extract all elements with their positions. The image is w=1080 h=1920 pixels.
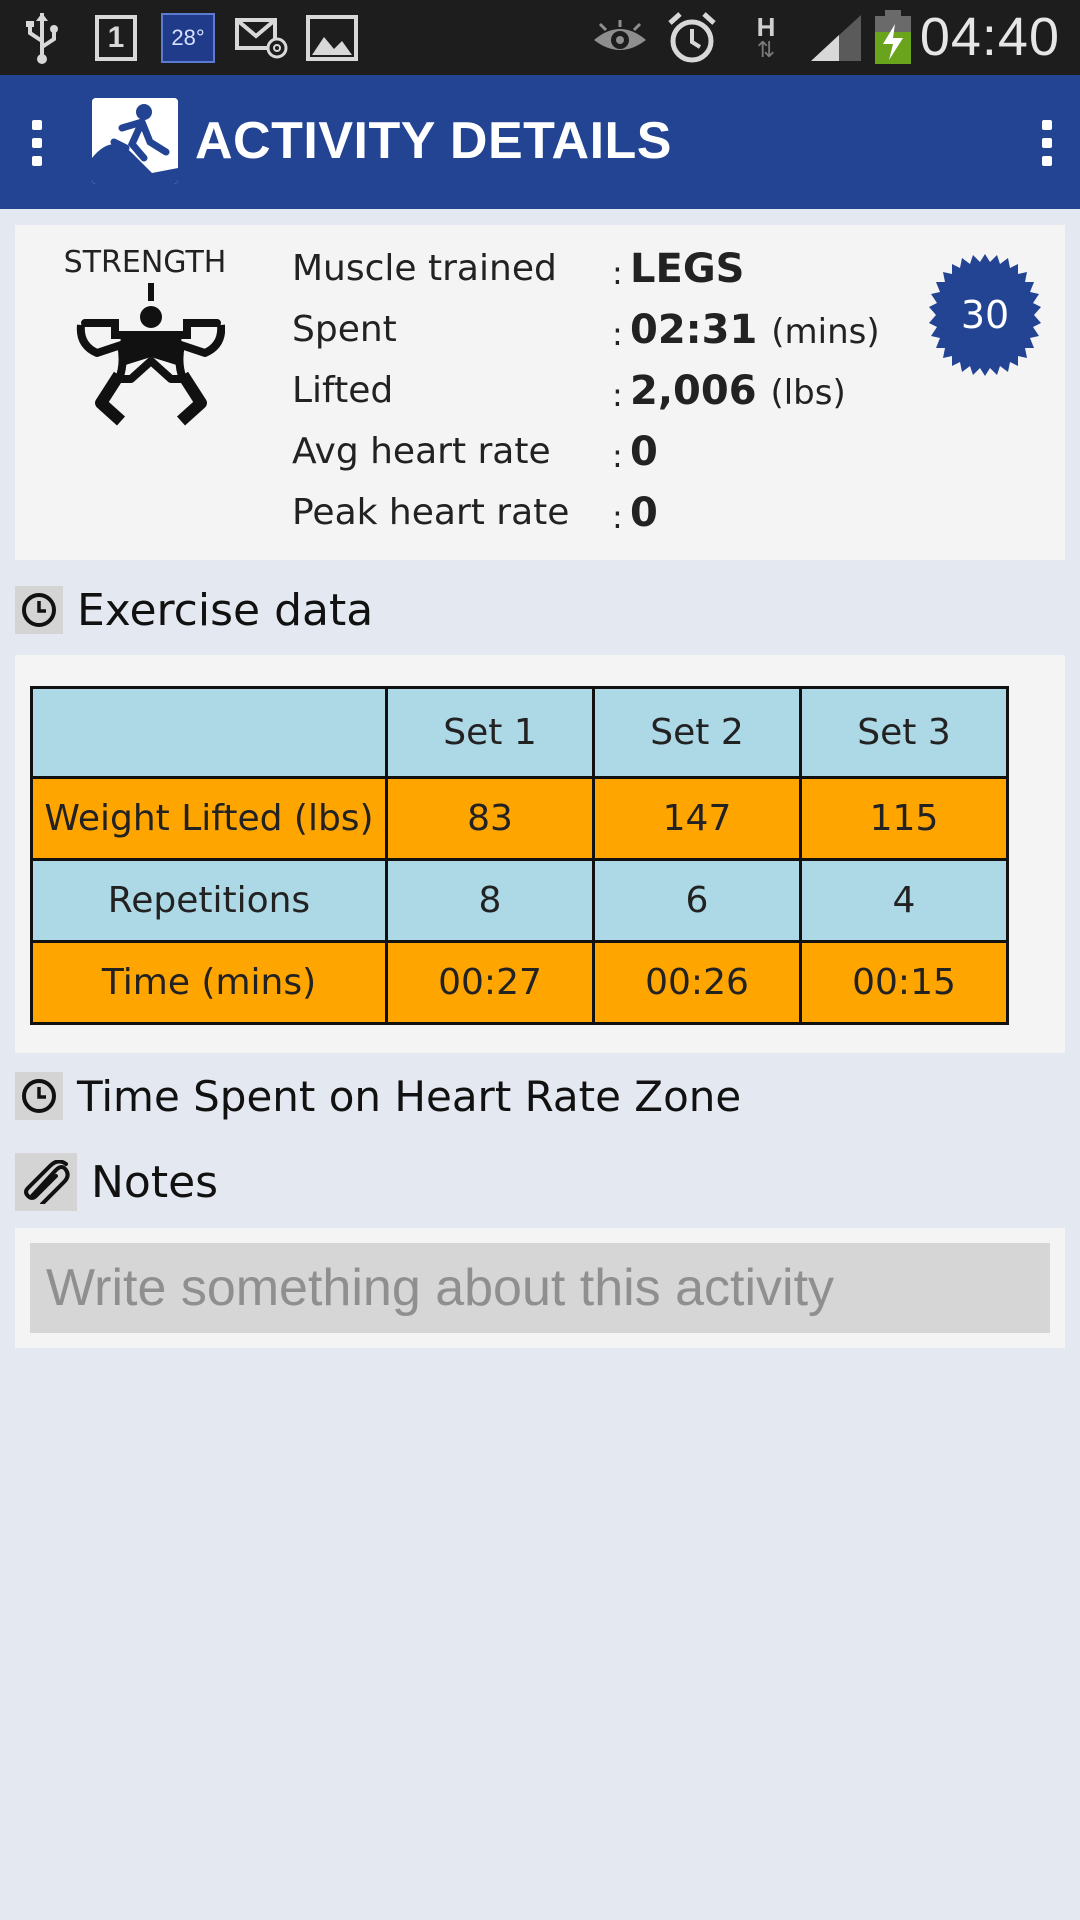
network-h-icon: H ⇅ — [756, 12, 776, 63]
network-type: H — [756, 12, 776, 42]
email-icon — [234, 10, 290, 66]
overflow-menu-icon[interactable] — [1042, 120, 1054, 174]
paperclip-icon — [15, 1153, 77, 1211]
eye-icon — [592, 10, 648, 66]
field-value: 0 — [630, 429, 658, 475]
table-cell: 83 — [385, 776, 595, 861]
calendar-day: 1 — [107, 21, 125, 54]
badge-value: 30 — [960, 293, 1010, 337]
table-cell: 4 — [799, 858, 1009, 943]
status-bar: 1 28° — [0, 0, 1080, 75]
heart-rate-zone-title: Time Spent on Heart Rate Zone — [77, 1071, 742, 1121]
notes-title: Notes — [91, 1156, 219, 1208]
field-value: 0 — [630, 490, 658, 536]
field-value: LEGS — [630, 246, 744, 292]
table-cell: 6 — [592, 858, 802, 943]
alarm-icon — [666, 10, 718, 66]
calendar-icon: 1 — [92, 10, 140, 66]
spent-value: 02:31 — [630, 307, 758, 353]
activity-type-label: STRENGTH — [63, 245, 227, 280]
sets-badge: 30 — [922, 252, 1048, 378]
table-header-cell — [30, 686, 388, 779]
clock-time: 04:40 — [919, 7, 1060, 67]
weather-icon: 28° — [160, 10, 216, 66]
activity-summary-card — [15, 225, 1065, 560]
clock-icon — [15, 586, 63, 634]
heart-rate-zone-header[interactable]: Time Spent on Heart Rate Zone — [15, 1066, 741, 1126]
usb-icon — [22, 10, 62, 66]
spent-unit: (mins) — [771, 312, 880, 352]
field-colon: : — [612, 437, 623, 475]
weightlifter-icon — [75, 283, 245, 433]
field-colon: : — [612, 498, 623, 536]
lifted-unit: (lbs) — [770, 373, 846, 413]
table-cell: 00:15 — [799, 940, 1009, 1025]
table-cell: 00:26 — [592, 940, 802, 1025]
field-label: Muscle trained — [292, 248, 557, 289]
table-header-row: Set 1 Set 2 Set 3 — [30, 686, 1009, 779]
field-colon: : — [612, 254, 623, 292]
drawer-menu-icon[interactable] — [32, 120, 44, 174]
field-colon: : — [612, 315, 623, 353]
exercise-data-header[interactable]: Exercise data — [15, 580, 373, 640]
notes-header[interactable]: Notes — [15, 1152, 218, 1212]
table-row: Weight Lifted (lbs) 83 147 115 — [30, 776, 1009, 861]
muscle-value: LEGS — [630, 246, 745, 292]
lifted-value: 2,006 — [630, 368, 757, 414]
page-title: ACTIVITY DETAILS — [195, 112, 672, 170]
table-header-cell: Set 1 — [385, 686, 595, 779]
table-cell: 00:27 — [385, 940, 595, 1025]
exercise-data-title: Exercise data — [77, 584, 374, 636]
field-colon: : — [612, 376, 623, 414]
signal-icon — [808, 10, 864, 66]
table-cell: 115 — [799, 776, 1009, 861]
table-header-cell: Set 3 — [799, 686, 1009, 779]
table-cell: 147 — [592, 776, 802, 861]
app-bar: ACTIVITY DETAILS — [0, 75, 1080, 209]
badge-starburst-icon — [929, 254, 1041, 376]
field-label: Spent — [292, 309, 397, 350]
avg-hr-value: 0 — [630, 429, 658, 475]
notes-input[interactable] — [30, 1243, 1050, 1333]
field-label: Avg heart rate — [292, 431, 551, 472]
field-value: 02:31 (mins) — [630, 307, 880, 353]
table-row-label: Time (mins) — [30, 940, 388, 1025]
weather-temp: 28° — [171, 25, 205, 50]
table-row: Time (mins) 00:27 00:26 00:15 — [30, 940, 1009, 1025]
field-label: Lifted — [292, 370, 394, 411]
field-value: 2,006 (lbs) — [630, 368, 846, 414]
field-label: Peak heart rate — [292, 492, 570, 533]
battery-charging-icon — [872, 10, 914, 66]
table-row-label: Weight Lifted (lbs) — [30, 776, 388, 861]
table-cell: 8 — [385, 858, 595, 943]
clock-icon — [15, 1072, 63, 1120]
table-row-label: Repetitions — [30, 858, 388, 943]
app-logo-icon — [92, 98, 178, 184]
exercise-table: Set 1 Set 2 Set 3 Weight Lifted (lbs) 83… — [30, 686, 1009, 1025]
image-icon — [305, 10, 359, 66]
table-header-cell: Set 2 — [592, 686, 802, 779]
table-row: Repetitions 8 6 4 — [30, 858, 1009, 943]
peak-hr-value: 0 — [630, 490, 658, 536]
